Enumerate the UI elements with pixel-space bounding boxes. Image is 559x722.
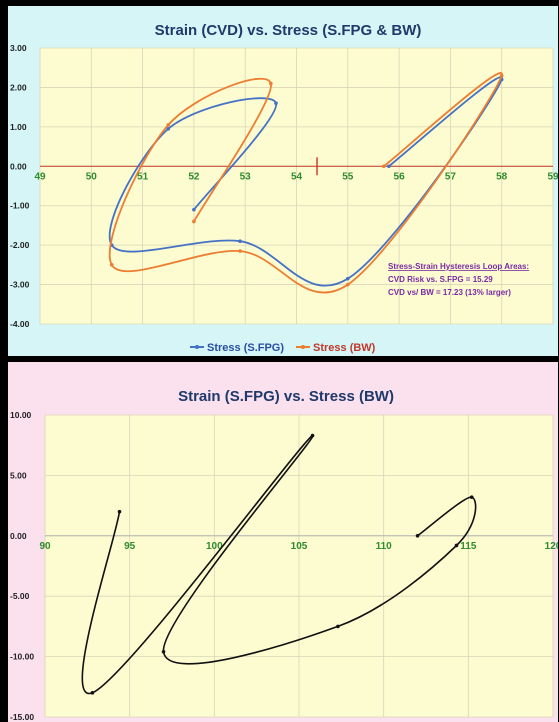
chart-panel-cvd: 3.00 2.00 1.00 0.00 -1.00 -2.00 -3.00 -4.00 49 50… <box>8 6 558 356</box>
chart-panel-sfpg: 10.00 5.00 0.00 -5.00 -10.00 -15.00 90 95 100 105… <box>8 362 558 722</box>
x-tick-label: 54 <box>291 171 303 182</box>
x-tick-label: 105 <box>291 541 308 552</box>
data-point <box>274 101 278 105</box>
x-tick-label: 51 <box>137 171 149 182</box>
series-line <box>108 72 503 294</box>
data-point <box>381 164 386 169</box>
y-tick-label: -5.00 <box>10 591 30 601</box>
y-tick-label: -4.00 <box>10 319 30 329</box>
x-tick-label: 110 <box>376 541 393 552</box>
x-tick-label: 58 <box>496 171 508 182</box>
x-tick-label: 120 <box>545 541 558 552</box>
data-point <box>310 433 315 438</box>
annotation-line: CVD vs/ BW = 17.23 (13% larger) <box>388 288 511 297</box>
x-tick-label: 50 <box>86 171 98 182</box>
y-tick-label: -3.00 <box>10 280 30 290</box>
y-tick-label: 5.00 <box>10 470 27 480</box>
chart-title: Strain (S.FPG) vs. Stress (BW) <box>178 388 394 405</box>
data-point <box>117 509 122 514</box>
data-point <box>166 123 171 127</box>
data-point <box>346 282 350 287</box>
series-line <box>108 76 503 287</box>
y-tick-label: 0.00 <box>10 531 27 541</box>
data-point <box>469 495 474 499</box>
data-point <box>161 649 166 654</box>
data-point <box>110 263 114 267</box>
legend-marker-sfpg <box>195 345 199 349</box>
legend-label-bw: Stress (BW) <box>313 342 376 354</box>
data-point <box>192 219 196 224</box>
chart-cvd-svg: 3.00 2.00 1.00 0.00 -1.00 -2.00 -3.00 -4.00 49 50… <box>10 22 558 354</box>
annotation-title: Stress-Strain Hysteresis Loop Areas: <box>388 262 529 271</box>
data-point <box>90 691 95 695</box>
x-tick-label: 55 <box>342 171 354 182</box>
data-point <box>415 534 420 538</box>
y-tick-label: 0.00 <box>10 161 27 171</box>
data-point <box>387 164 391 169</box>
x-tick-label: 115 <box>460 541 477 552</box>
x-tick-label: 59 <box>547 171 558 182</box>
y-tick-label: -15.00 <box>10 712 34 722</box>
data-point <box>336 624 340 629</box>
x-tick-label: 56 <box>394 171 406 182</box>
data-point <box>454 543 459 548</box>
x-tick-label: 57 <box>445 171 457 182</box>
x-tick-label: 52 <box>188 171 200 182</box>
x-tick-label: 49 <box>34 171 46 182</box>
y-tick-label: -10.00 <box>10 652 34 662</box>
data-point <box>499 73 504 78</box>
legend: Stress (S.FPG) Stress (BW) <box>190 342 376 354</box>
y-tick-label: 3.00 <box>10 43 27 53</box>
x-tick-label: 95 <box>124 541 136 552</box>
legend-label-sfpg: Stress (S.FPG) <box>207 342 284 354</box>
data-point <box>346 276 350 281</box>
x-tick-label: 90 <box>39 541 51 552</box>
y-tick-label: 2.00 <box>10 82 27 92</box>
data-point <box>192 207 196 212</box>
legend-marker-bw <box>301 345 305 349</box>
data-point <box>166 127 171 131</box>
x-tick-label: 100 <box>206 541 223 552</box>
y-tick-label: -2.00 <box>10 240 30 250</box>
y-tick-label: -1.00 <box>10 201 30 211</box>
annotation-line: CVD Risk vs. S.FPG = 15.29 <box>388 275 493 284</box>
chart-sfpg-svg: 10.00 5.00 0.00 -5.00 -10.00 -15.00 90 95 100 105… <box>10 388 558 722</box>
y-tick-label: 1.00 <box>10 122 27 132</box>
data-point <box>238 249 242 253</box>
x-tick-label: 53 <box>240 171 252 182</box>
chart-title: Strain (CVD) vs. Stress (S.FPG & BW) <box>155 22 422 39</box>
y-tick-label: 10.00 <box>10 410 32 420</box>
data-point <box>269 81 273 86</box>
data-point <box>238 239 242 243</box>
